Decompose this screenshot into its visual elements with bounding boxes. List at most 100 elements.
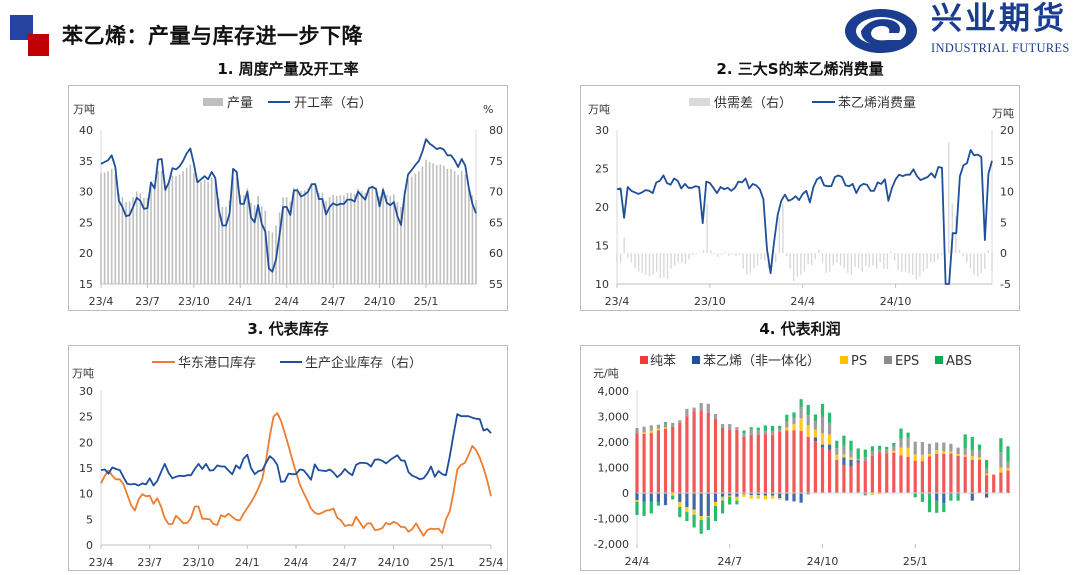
- chart4-bar-segment-0: [842, 464, 846, 493]
- chart2-gap-bar: [861, 253, 863, 272]
- chart2-gap-bar: [987, 250, 990, 254]
- chart4-bar-segment-1: [856, 460, 860, 463]
- chart4-legend-label: ABS: [946, 354, 972, 369]
- chart4-bar-segment-2: [985, 473, 989, 476]
- chart1-y-tick-left: 30: [79, 186, 93, 199]
- chart4-bar-segment-0: [970, 459, 974, 493]
- chart3-series-line-1: [100, 413, 492, 487]
- chart3-x-tick-label: 24/1: [235, 556, 260, 569]
- chart4-bar-segment-0: [742, 436, 746, 493]
- chart4-bar-segment-4: [678, 507, 682, 518]
- chart1-y-tick-right: 60: [489, 247, 503, 260]
- chart4-bar-segment-0: [792, 430, 796, 493]
- chart1-production-bar: [300, 191, 302, 284]
- chart4-bar-segment-0: [771, 434, 775, 493]
- chart4-bar-segment-2: [920, 454, 924, 462]
- chart4-x-tick-label: 24/4: [625, 555, 650, 568]
- chart4-bar-segment-0: [778, 431, 782, 493]
- chart1-production-bar: [396, 202, 399, 284]
- chart4-bar-segment-0: [820, 447, 825, 493]
- chart2-gap-bar: [746, 253, 748, 275]
- chart4-bar-segment-3: [671, 422, 675, 427]
- chart4-y-tick-left: 4,000: [598, 385, 630, 398]
- chart4-bar-segment-3: [828, 422, 832, 435]
- chart1-production-bar: [178, 174, 181, 284]
- chart1-production-bar: [128, 201, 131, 284]
- chart1-x-tick-label: 24/7: [321, 295, 346, 308]
- chart2-gap-bar: [912, 253, 914, 275]
- chart4-bar-segment-1: [970, 493, 974, 501]
- chart2-gap-bar: [760, 253, 762, 260]
- chart1-production-bar: [357, 188, 359, 284]
- chart1-production-bar: [278, 212, 281, 284]
- chart4-bar-segment-3: [999, 452, 1003, 468]
- chart4-bar-segment-0: [942, 454, 946, 493]
- chart1-production-bar: [285, 197, 288, 284]
- chart4-bar-segment-3: [949, 443, 953, 452]
- chart4-bar-segment-3: [820, 416, 825, 434]
- chart4-bar-segment-1: [935, 493, 939, 501]
- chart4-bar-segment-0: [927, 456, 932, 493]
- chart4-y-tick-left: -1,000: [594, 513, 629, 526]
- chart1-production-bar: [264, 210, 267, 284]
- chart2-gap-bar: [832, 253, 834, 266]
- chart4-bar-segment-3: [985, 468, 989, 474]
- chart2-gap-bar: [720, 253, 723, 255]
- chart4-bar-segment-3: [742, 433, 746, 437]
- chart2-gap-bar: [829, 253, 831, 272]
- chart4-bar-segment-3: [878, 449, 882, 453]
- chart1-production-bar: [378, 196, 381, 284]
- chart4-bar-segment-0: [913, 460, 917, 493]
- chart1-production-bar: [328, 197, 331, 284]
- chart3-x-tick-label: 24/4: [284, 556, 309, 569]
- chart1-production-bar: [460, 170, 463, 284]
- chart4-legend-label: 纯苯: [650, 354, 676, 369]
- chart3-y-tick-left: 25: [79, 411, 93, 424]
- chart4-bar-segment-4: [685, 512, 689, 521]
- chart4-bar-segment-0: [977, 459, 982, 493]
- chart4-bar-segment-0: [828, 449, 832, 493]
- chart4-bar-segment-0: [728, 429, 732, 494]
- chart4-bar-segment-4: [735, 500, 739, 505]
- chart4-bar-segment-0: [835, 459, 839, 493]
- chart1-production-bar: [375, 187, 377, 284]
- chart2-gap-bar: [656, 253, 658, 272]
- chart4-bar-segment-2: [906, 447, 910, 457]
- chart4-bar-segment-4: [878, 445, 882, 450]
- chart2-gap-bar: [630, 253, 633, 263]
- chart1-production-bar: [118, 193, 120, 284]
- chart4-bar-segment-0: [685, 416, 689, 493]
- chart1-production-bar: [143, 197, 145, 284]
- chart4-bar-segment-2: [970, 456, 974, 460]
- chart4-bar-segment-3: [813, 420, 817, 430]
- chart2-gap-bar: [670, 253, 672, 269]
- chart4-bar-segment-1: [771, 493, 775, 496]
- chart2-gap-bar: [688, 253, 690, 260]
- chart1-production-bar: [182, 171, 184, 284]
- chart4-bar-segment-1: [699, 493, 703, 516]
- chart2-gap-bar: [742, 253, 744, 269]
- chart1-production-bar: [432, 163, 434, 284]
- chart4-bar-segment-2: [813, 429, 817, 438]
- chart1-production-bar: [160, 170, 163, 284]
- chart1-title: 1. 周度产量及开工率: [217, 60, 359, 78]
- chart4-bar-segment-3: [970, 449, 974, 456]
- chart4-bar-segment-0: [1006, 470, 1010, 493]
- chart4-y-tick-left: -2,000: [594, 538, 629, 551]
- chart4-bar-segment-2: [842, 454, 846, 458]
- chart1-x-tick-label: 23/7: [135, 295, 160, 308]
- chart2-x-tick-label: 23/4: [605, 295, 630, 308]
- chart4-bar-segment-1: [949, 493, 953, 495]
- chart4-bar-segment-2: [735, 496, 739, 501]
- chart1-panel: [68, 85, 508, 311]
- chart4-bar-segment-4: [985, 459, 989, 469]
- chart2-y-tick-right: -5: [1000, 278, 1011, 291]
- chart4-bar-segment-2: [706, 516, 710, 518]
- chart4-bar-segment-4: [721, 500, 725, 514]
- chart1-production-bar: [428, 162, 431, 284]
- chart1-production-bar: [414, 173, 417, 284]
- chart3-legend-label: 华东港口库存: [178, 355, 256, 371]
- chart2-gap-bar: [969, 253, 972, 269]
- chart4-bar-segment-4: [785, 414, 789, 422]
- chart3-x-tick-label: 25/1: [430, 556, 455, 569]
